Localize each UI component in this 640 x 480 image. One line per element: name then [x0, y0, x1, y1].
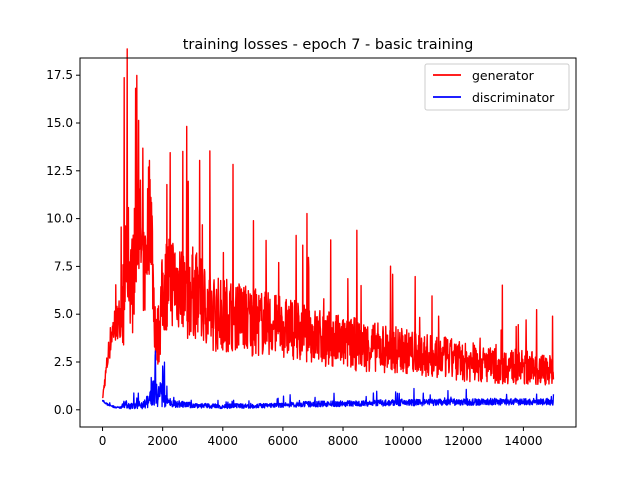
- x-tick-label: 8000: [328, 434, 359, 448]
- x-tick-label: 4000: [208, 434, 239, 448]
- x-tick-label: 2000: [147, 434, 178, 448]
- y-axis-ticks: 0.0 2.5 5.0 7.5 10.0 12.5 15.0 17.5: [46, 68, 80, 417]
- legend: generator discriminator: [424, 63, 570, 111]
- y-tick-label: 15.0: [46, 116, 73, 130]
- y-tick-label: 10.0: [46, 212, 73, 226]
- legend-discriminator-label: discriminator: [472, 90, 555, 105]
- chart-title: training losses - epoch 7 - basic traini…: [183, 37, 474, 53]
- x-tick-label: 0: [99, 434, 107, 448]
- series-line-generator: [101, 48, 555, 399]
- y-tick-label: 2.5: [54, 355, 73, 369]
- plot-frame: [79, 57, 577, 428]
- x-tick-label: 10000: [384, 434, 422, 448]
- y-tick-label: 17.5: [46, 68, 73, 82]
- x-tick-label: 14000: [504, 434, 542, 448]
- y-tick-label: 12.5: [46, 164, 73, 178]
- series-layer: [101, 48, 555, 410]
- x-tick-label: 12000: [444, 434, 482, 448]
- y-tick-label: 0.0: [54, 403, 73, 417]
- x-tick-label: 6000: [268, 434, 299, 448]
- y-tick-label: 5.0: [54, 307, 73, 321]
- x-axis-ticks: 0 2000 4000 6000 8000 10000 12000 14000: [99, 427, 542, 448]
- series-line-discriminator: [101, 350, 555, 410]
- y-tick-label: 7.5: [54, 259, 73, 273]
- legend-generator-label: generator: [472, 68, 535, 83]
